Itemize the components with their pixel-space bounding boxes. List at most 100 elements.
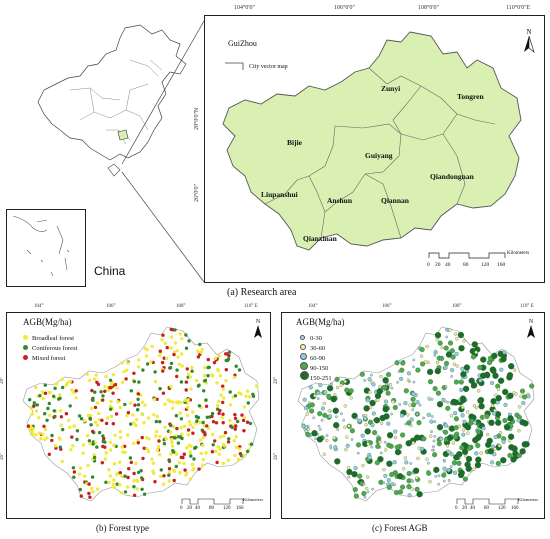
forest-point	[95, 401, 100, 405]
forest-point	[136, 392, 141, 396]
legend-item: 150-251	[300, 371, 332, 382]
forest-point	[92, 453, 96, 457]
forest-point	[179, 352, 184, 356]
forest-point	[180, 432, 184, 436]
agb-point	[365, 475, 370, 479]
forest-point	[201, 458, 205, 462]
agb-point	[319, 428, 322, 431]
agb-point	[333, 422, 340, 429]
agb-point	[393, 490, 399, 496]
city-qianxinan: Qianxinan	[303, 234, 337, 243]
agb-point	[334, 376, 340, 382]
city-qiannan: Qiannan	[381, 196, 409, 205]
agb-point	[435, 338, 439, 342]
agb-point	[468, 377, 475, 384]
scale-tick: 80	[209, 506, 214, 511]
forest-point	[233, 453, 237, 458]
forest-point	[93, 390, 97, 394]
scale-unit: Kilometers	[243, 497, 263, 502]
china-overview-map	[30, 20, 205, 205]
legend-b: Broadleaf forest Coniferous forest Mixed…	[23, 335, 77, 365]
agb-point	[466, 410, 470, 414]
agb-point	[491, 352, 498, 360]
agb-point	[383, 473, 388, 478]
agb-point	[502, 388, 509, 396]
agb-point	[353, 493, 359, 499]
forest-point	[136, 408, 140, 412]
forest-point	[43, 437, 47, 442]
forest-point	[183, 398, 187, 402]
forest-point	[251, 394, 256, 398]
forest-point	[191, 425, 195, 429]
forest-point	[150, 457, 154, 461]
forest-point	[104, 374, 108, 379]
agb-point	[504, 424, 511, 431]
forest-point	[164, 437, 168, 441]
forest-point	[154, 434, 158, 438]
agb-point	[495, 419, 502, 426]
forest-point	[255, 384, 259, 388]
agb-point	[421, 436, 427, 442]
agb-point	[357, 418, 362, 423]
forest-point	[206, 374, 210, 378]
agb-point	[519, 394, 523, 398]
caption-forest-agb: (c) Forest AGB	[372, 523, 428, 533]
city-tongren: Tongren	[457, 92, 484, 101]
forest-point	[108, 385, 112, 390]
north-arrow-b: N	[253, 319, 263, 344]
agb-point	[386, 421, 391, 426]
forest-point	[221, 412, 225, 416]
forest-point	[179, 455, 183, 459]
forest-point	[154, 419, 159, 424]
forest-point	[242, 453, 246, 458]
forest-point	[136, 397, 140, 401]
agb-point	[445, 351, 453, 358]
forest-point	[242, 415, 247, 420]
forest-point	[86, 463, 90, 468]
agb-point	[485, 441, 492, 448]
agb-point	[349, 428, 355, 434]
agb-point	[406, 470, 412, 477]
forest-point	[161, 369, 165, 373]
legend-item: 30-60	[300, 344, 332, 353]
agb-point	[349, 396, 353, 400]
lat-label: 28°0'0"N	[194, 107, 200, 130]
forest-point	[125, 413, 129, 418]
guizhou-map	[222, 31, 522, 251]
agb-point	[316, 436, 324, 443]
forest-point	[125, 433, 130, 437]
forest-point	[186, 398, 190, 402]
agb-point	[361, 463, 365, 468]
forest-point	[218, 374, 223, 378]
agb-point	[508, 363, 515, 370]
forest-point	[242, 429, 246, 433]
forest-point	[118, 471, 123, 475]
agb-point	[364, 423, 368, 427]
scale-bar-b: Kilometers 0 20 40 80 120 160	[179, 497, 269, 517]
city-bijie: Bijie	[287, 138, 302, 147]
forest-point	[159, 474, 163, 479]
agb-point	[396, 380, 399, 384]
agb-point	[428, 398, 431, 401]
agb-point	[330, 382, 333, 386]
agb-point	[372, 430, 378, 436]
forest-point	[152, 413, 156, 417]
agb-point	[493, 447, 497, 451]
forest-point	[114, 412, 119, 416]
forest-point	[145, 447, 149, 451]
agb-point	[450, 354, 456, 360]
forest-point	[97, 411, 101, 416]
forest-point	[190, 365, 194, 370]
forest-point	[106, 388, 111, 392]
lat-label: 28°	[274, 377, 279, 384]
north-label: N	[255, 319, 261, 325]
agb-point	[453, 379, 459, 385]
agb-point	[361, 490, 367, 497]
forest-point	[129, 389, 133, 393]
forest-point	[218, 408, 222, 413]
agb-point	[455, 337, 459, 341]
forest-point	[236, 419, 240, 424]
agb-point	[416, 491, 423, 498]
scale-tick: 40	[195, 506, 200, 511]
forest-point	[184, 380, 188, 384]
